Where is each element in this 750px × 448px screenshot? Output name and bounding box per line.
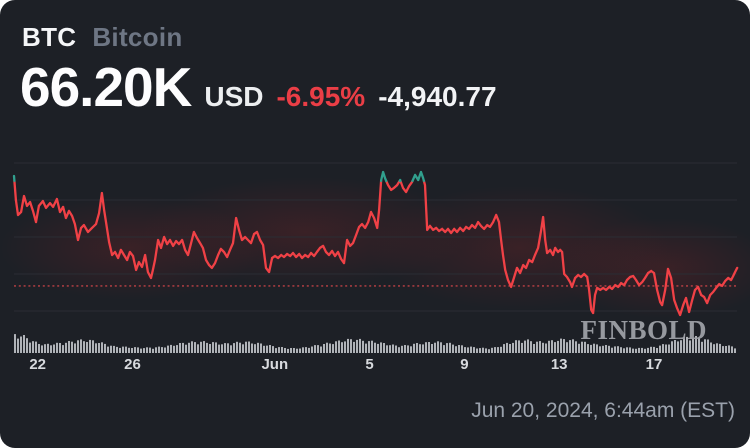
price-row: 66.20K USD -6.95% -4,940.77 [20, 60, 497, 115]
x-axis-labels: 22 26 Jun 5 9 13 17 [29, 356, 662, 373]
price-line-teal [12, 170, 426, 183]
finbold-watermark: FINBOLD [580, 315, 707, 345]
x-axis-label: 17 [646, 356, 663, 373]
chart-glow [0, 177, 750, 318]
volume-bars [14, 334, 736, 353]
x-axis-label: 22 [29, 356, 46, 373]
ticker-symbol: BTC [22, 22, 77, 52]
x-axis-label: 26 [124, 356, 141, 373]
x-axis-label: 13 [551, 356, 568, 373]
x-axis-label: 9 [460, 356, 468, 373]
price-currency: USD [204, 81, 264, 112]
price-value: 66.20K [20, 56, 192, 118]
coin-name: Bitcoin [92, 22, 183, 52]
price-change-absolute: -4,940.77 [378, 81, 497, 112]
price-change-percent: -6.95% [276, 81, 366, 112]
timestamp: Jun 20, 2024, 6:44am (EST) [471, 399, 735, 422]
gridlines [14, 162, 737, 312]
x-axis-label: 5 [365, 356, 373, 373]
ticker-header: BTC Bitcoin [22, 22, 183, 53]
price-line-red [13, 179, 739, 317]
x-axis-label: Jun [261, 356, 288, 373]
